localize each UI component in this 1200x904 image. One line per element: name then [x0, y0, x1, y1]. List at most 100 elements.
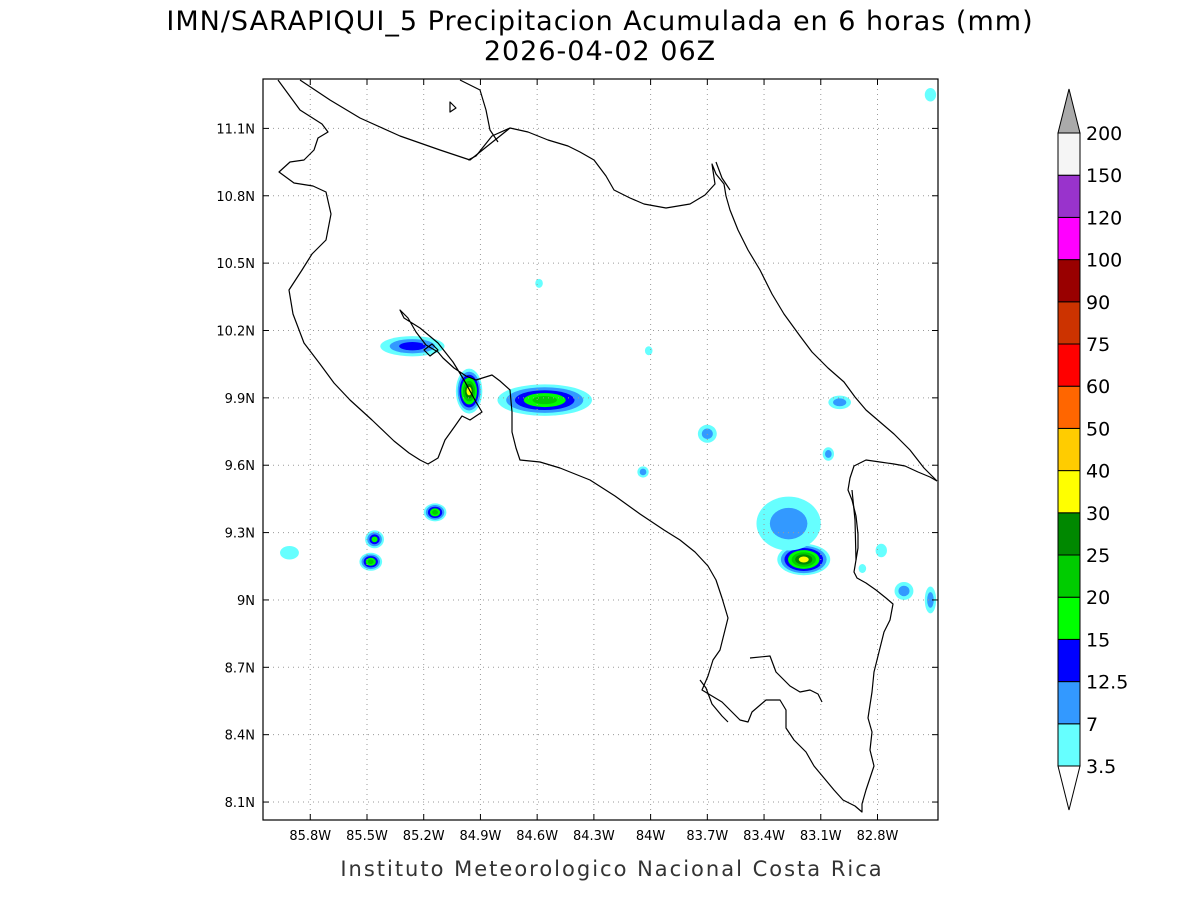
- small-cell-b: [822, 447, 835, 461]
- x-tick-label: 85.2W: [403, 829, 445, 844]
- colorbar-label: 90: [1086, 292, 1110, 314]
- limon-point: [715, 161, 731, 191]
- central-valley-cell: [497, 384, 592, 416]
- colorbar-label: 40: [1086, 461, 1110, 483]
- panama-border-line: [851, 489, 857, 561]
- talamanca-north-cell: [756, 496, 821, 551]
- y-tick-label: 9.3N: [225, 527, 255, 542]
- x-tick-label: 83.7W: [686, 829, 728, 844]
- small-cell-g: [858, 564, 867, 573]
- x-tick-label: 83.1W: [800, 829, 842, 844]
- colorbar-label: 150: [1086, 165, 1122, 187]
- small-cell-e-level-3.5: [644, 346, 653, 356]
- small-cell-c: [280, 546, 299, 560]
- nicaragua-lake-shore: [459, 79, 499, 143]
- x-tick-label: 84.9W: [460, 829, 502, 844]
- y-tick-label: 9.9N: [225, 392, 255, 407]
- colorbar-label: 12.5: [1086, 672, 1128, 694]
- northeast-corner-cell-level-3.5: [924, 87, 937, 102]
- y-tick-label: 10.5N: [216, 257, 255, 272]
- talamanca-cell-level-30: [798, 556, 809, 563]
- caribbean-coast-cell-level-7: [833, 398, 847, 407]
- northeast-corner-cell: [924, 87, 937, 102]
- pacific-offshore-cell-b: [359, 552, 383, 571]
- small-cell-g-level-3.5: [858, 564, 867, 573]
- colorbar-swatch-50: [1057, 385, 1081, 429]
- map-frame: [262, 78, 939, 821]
- small-cell-d: [535, 278, 543, 288]
- pacific-offshore-cell-c: [365, 530, 385, 549]
- y-tick-label: 10.8N: [216, 190, 255, 205]
- coastline-layer: [277, 79, 938, 813]
- y-tick-label: 8.7N: [225, 661, 255, 676]
- pacific-offshore-cell-a-level-20: [432, 510, 439, 515]
- colorbar-label: 60: [1086, 376, 1110, 398]
- colorbar-swatch-30: [1057, 470, 1081, 514]
- colorbar-swatch-25: [1057, 512, 1081, 556]
- colorbar-swatch-150: [1057, 132, 1081, 176]
- colorbar-swatch-12.5: [1057, 638, 1081, 683]
- colorbar-label: 50: [1086, 418, 1110, 440]
- grid-layer: [263, 79, 938, 820]
- pacific-offshore-cell-a: [423, 503, 447, 522]
- caribbean-coast-cell: [828, 395, 852, 410]
- small-cell-a: [637, 466, 649, 478]
- colorbar-arrow-top: [1057, 88, 1081, 134]
- cartago-cell: [697, 424, 717, 443]
- central-valley-cell-level-20: [532, 396, 557, 405]
- colorbar-label: 200: [1086, 123, 1122, 145]
- nicoya-north-cell-level-12.5: [399, 342, 426, 351]
- talamanca-north-cell-level-7: [769, 507, 808, 540]
- colorbar-legend: 3.5 7 12.5 15 20 25 30 40 50 60 75 90 100 120 150 200: [1057, 88, 1128, 811]
- small-cell-f-level-3.5: [875, 543, 887, 558]
- caribbean-coastline: [467, 127, 938, 482]
- x-tick-label: 85.5W: [346, 829, 388, 844]
- y-axis-ticks: 11.1N 10.8N 10.5N 10.2N 9.9N 9.6N 9.3N 9N 8.7N 8.…: [216, 122, 938, 811]
- east-edge-cell-level-7: [927, 592, 934, 608]
- x-tick-label: 84.6W: [516, 829, 558, 844]
- y-tick-label: 8.1N: [225, 796, 255, 811]
- small-cell-f: [875, 543, 887, 558]
- chart-subtitle: 2026-04-02 06Z: [484, 36, 716, 67]
- colorbar-label: 7: [1086, 714, 1098, 736]
- small-cell-e: [644, 346, 653, 356]
- nicaragua-border: [299, 79, 511, 161]
- burica-coast: [699, 679, 729, 723]
- x-tick-label: 85.8W: [289, 829, 331, 844]
- colorbar-swatch-15: [1057, 596, 1081, 640]
- colorbar-swatch-3.5: [1057, 723, 1081, 767]
- precip-layer: [280, 87, 937, 614]
- small-cell-c-level-3.5: [280, 546, 299, 560]
- y-tick-label: 11.1N: [216, 122, 255, 137]
- colorbar-swatch-120: [1057, 174, 1081, 218]
- colorbar-arrow-bottom: [1057, 765, 1081, 811]
- colorbar-swatch-90: [1057, 259, 1081, 303]
- x-tick-label: 82.8W: [857, 829, 899, 844]
- talamanca-cell: [777, 543, 831, 576]
- chart-title: IMN/SARAPIQUI_5 Precipitacion Acumulada …: [166, 6, 1033, 37]
- costa-rica-coastline: [277, 79, 938, 813]
- y-tick-label: 9.6N: [225, 459, 255, 474]
- small-cell-a-level-7: [639, 468, 647, 476]
- x-tick-label: 84.3W: [573, 829, 615, 844]
- east-edge-cell: [924, 586, 937, 614]
- y-tick-label: 9N: [237, 594, 255, 609]
- colorbar-swatch-60: [1057, 343, 1081, 387]
- chira-island: [423, 343, 439, 357]
- colorbar-label: 75: [1086, 334, 1110, 356]
- small-cell-d-level-3.5: [535, 278, 543, 288]
- tortuga-islet: [449, 101, 457, 113]
- small-cell-b-level-7: [825, 450, 832, 458]
- x-tick-label: 83.4W: [743, 829, 785, 844]
- y-tick-label: 10.2N: [216, 324, 255, 339]
- pacific-offshore-cell-c-level-15: [371, 536, 378, 543]
- gulf-nicoya-cell-level-30: [466, 386, 472, 396]
- colorbar-label: 100: [1086, 250, 1122, 272]
- colorbar-label: 120: [1086, 207, 1122, 229]
- panama-border-cell: [894, 581, 914, 600]
- cartago-cell-level-7: [701, 428, 713, 440]
- osa-peninsula-coast: [749, 655, 823, 703]
- colorbar-swatch-100: [1057, 216, 1081, 261]
